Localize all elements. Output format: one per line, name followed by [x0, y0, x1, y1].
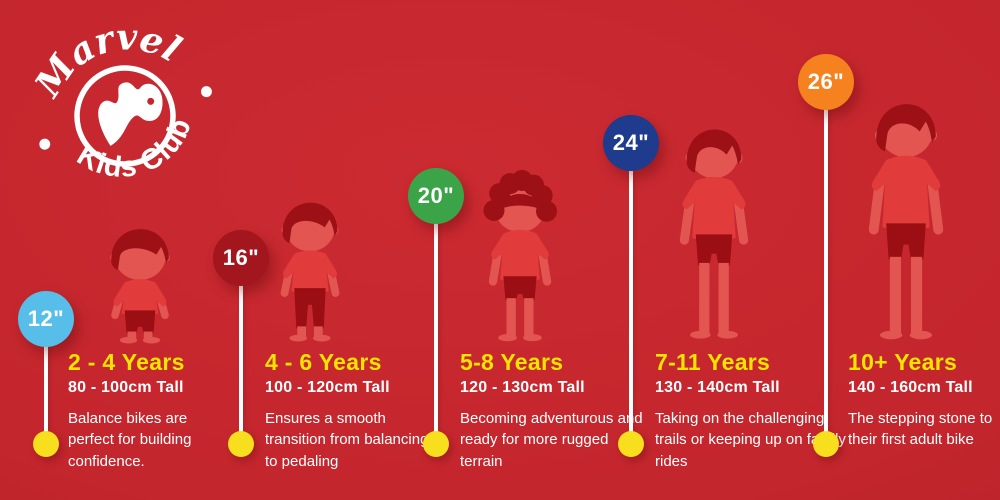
height-range: 140 - 160cm Tall [848, 379, 973, 396]
wheel-size-badge: 20" [408, 168, 464, 224]
wheel-size-badge: 24" [603, 115, 659, 171]
logo-dot-left [39, 138, 51, 150]
description-text: Ensures a smooth transition from balanci… [265, 410, 429, 470]
height-range: 100 - 120cm Tall [265, 379, 390, 396]
description-text: Balance bikes are perfect for building c… [68, 410, 192, 470]
wheel-size-badge: 12" [18, 291, 74, 347]
age-heading: 10+ Years [848, 349, 958, 375]
wheel-size-label: 12" [27, 306, 65, 331]
emblem-eye [147, 97, 155, 105]
pointer-dot [33, 431, 59, 457]
kid-figure-young-boy [261, 193, 359, 345]
pointer-dot [813, 431, 839, 457]
age-heading: 4 - 6 Years [265, 349, 382, 375]
kid-figure-teen [844, 93, 968, 345]
description-text: The stepping stone to their first adult … [848, 410, 993, 449]
kid-figure-toddler [92, 219, 188, 345]
description-text: Becoming adventurous and ready for more … [460, 410, 643, 470]
logo-dot-right [200, 86, 212, 98]
age-heading: 5-8 Years [460, 349, 564, 375]
pointer-line [824, 108, 828, 444]
brand-logo: Marvel Kids Club [16, 6, 212, 201]
age-heading: 7-11 Years [655, 349, 771, 375]
age-heading: 2 - 4 Years [68, 349, 185, 375]
pointer-line [44, 345, 48, 444]
wheel-size-label: 16" [222, 245, 260, 270]
wheel-size-badge: 26" [798, 54, 854, 110]
logo-arc-kids-club: Kids Club [65, 106, 209, 201]
pointer-dot [618, 431, 644, 457]
pointer-line [434, 222, 438, 444]
kid-figure-older-boy [657, 117, 771, 345]
height-range: 120 - 130cm Tall [460, 379, 585, 396]
kid-figure-curly [468, 169, 572, 345]
pointer-dot [423, 431, 449, 457]
wheel-size-label: 26" [807, 69, 845, 94]
pointer-dot [228, 431, 254, 457]
height-range: 130 - 140cm Tall [655, 379, 780, 396]
m-emblem-icon [98, 82, 163, 146]
pointer-line [629, 169, 633, 444]
wheel-size-badge: 16" [213, 230, 269, 286]
wheel-size-label: 20" [417, 183, 455, 208]
pointer-line [239, 284, 243, 444]
height-range: 80 - 100cm Tall [68, 379, 184, 396]
logo-ring [74, 65, 176, 167]
wheel-size-label: 24" [612, 130, 650, 155]
description-text: Taking on the challenging trails or keep… [655, 410, 846, 470]
